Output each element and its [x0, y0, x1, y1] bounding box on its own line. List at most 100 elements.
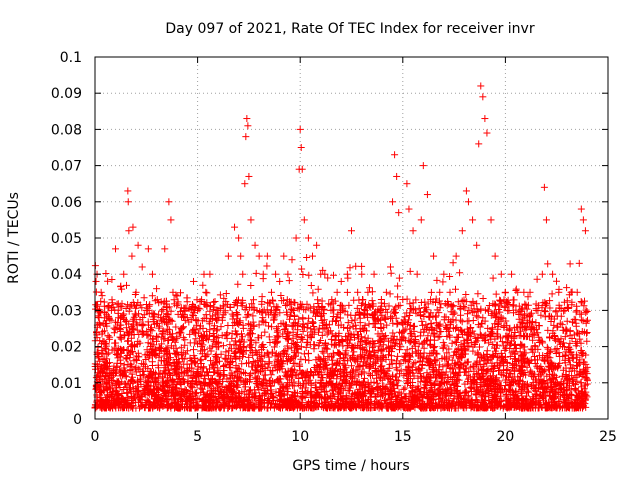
data-point	[393, 172, 401, 180]
data-point	[214, 306, 222, 314]
data-point	[446, 288, 454, 296]
data-point	[567, 288, 575, 296]
y-tick-label: 0.05	[51, 231, 82, 247]
data-point	[405, 205, 413, 213]
data-point	[473, 241, 481, 249]
data-point	[309, 252, 317, 260]
y-tick-label: 0.09	[51, 86, 82, 102]
y-tick-label: 0.06	[51, 195, 82, 211]
x-axis-label: GPS time / hours	[292, 458, 409, 474]
data-point	[487, 216, 495, 224]
y-tick-label: 0	[73, 412, 82, 428]
data-point	[243, 115, 251, 123]
data-point	[97, 288, 105, 296]
data-point	[251, 241, 259, 249]
dense-scatter-path	[91, 254, 591, 412]
data-point	[452, 252, 460, 260]
data-point	[263, 252, 271, 260]
data-point	[514, 288, 522, 296]
data-point	[105, 335, 113, 343]
data-point	[430, 252, 438, 260]
data-point	[386, 263, 394, 271]
data-point	[376, 306, 384, 314]
data-point	[125, 227, 133, 235]
data-point	[244, 122, 252, 130]
data-point	[440, 270, 448, 278]
data-point	[292, 234, 300, 242]
data-point	[581, 227, 589, 235]
data-point	[116, 325, 124, 332]
data-point	[481, 115, 489, 123]
data-point	[173, 292, 181, 300]
data-point	[132, 288, 140, 296]
data-point	[92, 277, 100, 285]
data-point	[382, 288, 390, 296]
data-point	[202, 288, 210, 296]
data-point	[462, 187, 470, 195]
y-tick-label: 0.08	[51, 122, 82, 138]
data-point	[165, 198, 173, 206]
data-point	[343, 270, 351, 278]
data-point	[153, 285, 161, 293]
data-point	[210, 325, 218, 332]
data-point	[194, 306, 202, 314]
data-point	[333, 288, 341, 296]
y-tick-label: 0.03	[51, 303, 82, 319]
data-point	[167, 216, 175, 224]
data-point	[464, 198, 472, 206]
data-point	[239, 270, 247, 278]
data-point	[436, 288, 444, 296]
y-tick-label: 0.07	[51, 159, 82, 175]
data-point	[206, 270, 214, 278]
data-point	[183, 314, 191, 322]
data-point	[358, 270, 366, 278]
chart-title: Day 097 of 2021, Rate Of TEC Index for r…	[165, 21, 534, 37]
data-point	[124, 198, 132, 206]
y-axis-label: ROTI / TECUs	[6, 192, 22, 284]
data-point	[370, 270, 378, 278]
x-tick-label: 25	[599, 429, 617, 445]
data-point	[189, 277, 197, 285]
data-point	[144, 245, 152, 253]
y-tick-label: 0.04	[51, 267, 82, 283]
data-point	[161, 245, 169, 253]
data-point	[579, 216, 587, 224]
data-point	[134, 241, 142, 249]
data-point	[313, 241, 321, 249]
x-tick-label: 5	[193, 429, 202, 445]
data-point	[259, 270, 267, 278]
data-point	[231, 223, 239, 231]
data-point	[508, 270, 516, 278]
data-point	[561, 306, 569, 314]
data-point	[296, 125, 304, 133]
data-point	[120, 270, 128, 278]
data-point	[479, 93, 487, 101]
data-point	[237, 252, 245, 260]
data-point	[348, 227, 355, 235]
data-point	[403, 180, 411, 188]
data-points	[92, 82, 589, 380]
data-point	[573, 288, 581, 296]
data-point	[423, 191, 431, 199]
data-point	[235, 234, 243, 242]
x-tick-label: 0	[91, 429, 100, 445]
axis-ticks	[94, 56, 609, 420]
data-point	[364, 288, 372, 296]
data-point	[577, 205, 585, 213]
data-point	[284, 270, 292, 278]
data-point	[94, 350, 102, 358]
data-point	[128, 252, 136, 260]
data-point	[483, 129, 491, 137]
data-point	[540, 183, 548, 191]
data-point	[276, 277, 284, 285]
data-point	[218, 314, 226, 322]
data-point	[475, 140, 483, 148]
data-point	[300, 216, 308, 224]
data-point	[555, 288, 563, 296]
y-tick-label: 0.02	[51, 340, 82, 356]
data-point	[389, 198, 397, 206]
x-tick-label: 10	[291, 429, 309, 445]
data-point	[532, 306, 540, 314]
data-point	[247, 216, 255, 224]
data-point	[107, 306, 115, 314]
